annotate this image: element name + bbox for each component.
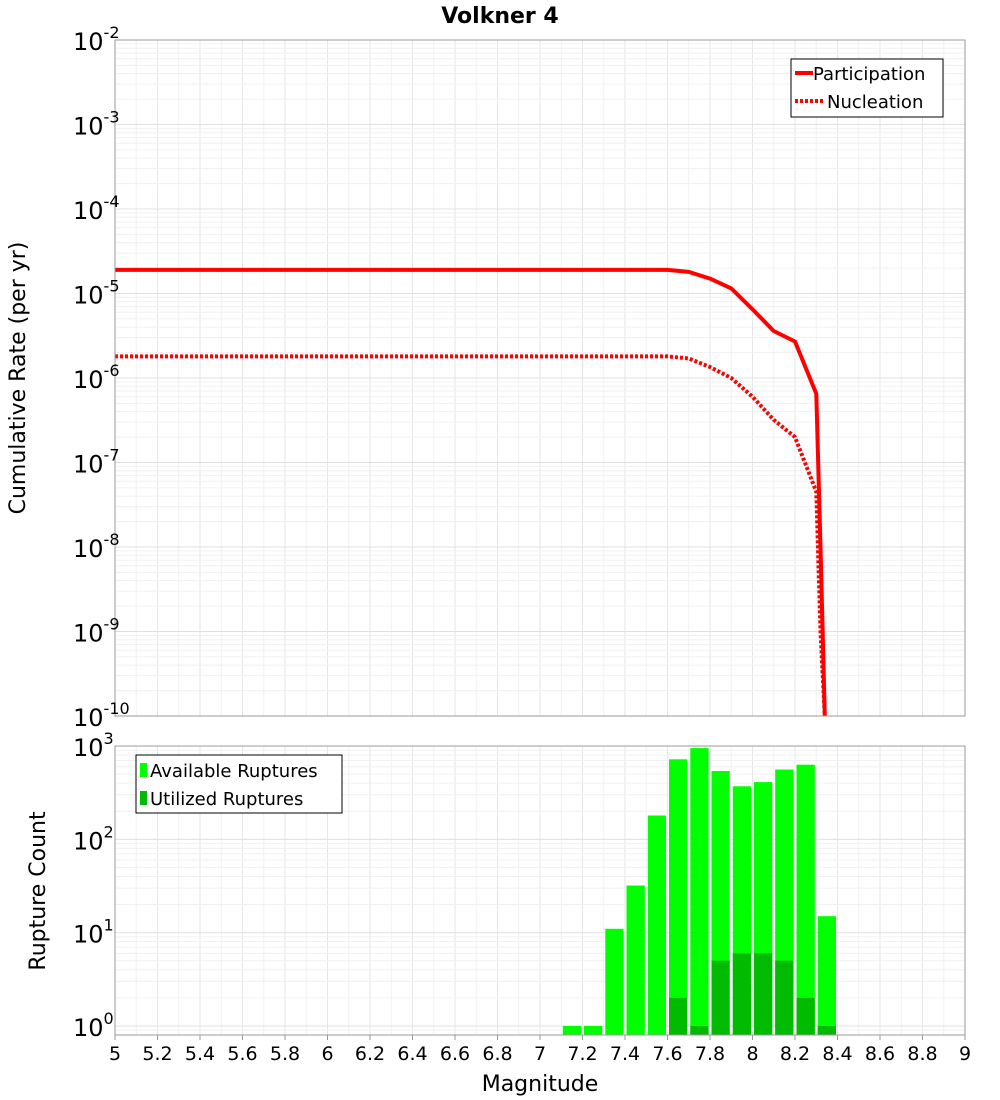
x-tick-label: 6: [321, 1043, 333, 1065]
rate-y-ticks: 10-2 10-3 10-4 10-5 10-6 10-7 10-8 10-9 10-10: [73, 23, 130, 732]
y-tick-label: 10-4: [73, 192, 120, 225]
rate-legend: Participation Nucleation: [790, 58, 944, 118]
x-tick-label: 9: [959, 1043, 971, 1065]
y-tick-label: 10-10: [73, 699, 130, 732]
y-tick-label: 10-9: [73, 615, 120, 648]
available-bar: [626, 885, 645, 1035]
utilized-bar: [796, 997, 815, 1035]
count-panel: 103 102 101 100 5 5.2 5.4 5.6 5.8 6 6.2 6.4 6.6 6.8 7…: [26, 729, 971, 1097]
y-tick-label: 100: [73, 1009, 114, 1042]
utilized-bar: [690, 1026, 709, 1035]
x-tick-label: 8.6: [865, 1043, 895, 1065]
x-tick-label: 8.2: [780, 1043, 810, 1065]
count-legend-box: [135, 754, 343, 814]
rate-panel: 10-2 10-3 10-4 10-5 10-6 10-7 10-8 10-9 10-10 Cu…: [6, 23, 966, 732]
x-tick-label: 6.8: [482, 1043, 512, 1065]
y-tick-label: 10-6: [73, 361, 120, 394]
x-axis-label: Magnitude: [482, 1072, 599, 1097]
y-tick-label: 101: [73, 916, 114, 949]
x-tick-label: 5: [109, 1043, 121, 1065]
legend-label-available: Available Ruptures: [150, 761, 318, 782]
x-tick-label: 5.4: [185, 1043, 215, 1065]
legend-swatch-utilized: [140, 791, 147, 805]
x-tick-label: 7.2: [567, 1043, 597, 1065]
x-ticks: 5 5.2 5.4 5.6 5.8 6 6.2 6.4 6.6 6.8 7 7.2 7.4 7.6 7.8 8…: [109, 1035, 971, 1065]
y-tick-label: 10-2: [73, 23, 120, 56]
utilized-bar: [711, 960, 730, 1035]
available-bar: [647, 815, 666, 1035]
x-tick-label: 7.8: [695, 1043, 725, 1065]
available-bar: [817, 916, 836, 1035]
legend-label-utilized: Utilized Ruptures: [150, 789, 303, 810]
x-tick-label: 8: [746, 1043, 758, 1065]
x-tick-label: 6.4: [397, 1043, 427, 1065]
y-tick-label: 10-3: [73, 108, 120, 141]
utilized-bar: [817, 1026, 836, 1035]
available-bar: [669, 759, 688, 1035]
y-tick-label: 103: [73, 729, 114, 762]
available-bar: [690, 748, 709, 1035]
legend-label-participation: Participation: [813, 64, 925, 85]
x-tick-label: 5.6: [227, 1043, 257, 1065]
count-bars: [562, 748, 836, 1035]
x-tick-label: 7.4: [610, 1043, 640, 1065]
rate-y-axis-label: Cumulative Rate (per yr): [6, 242, 31, 515]
x-tick-label: 5.2: [142, 1043, 172, 1065]
rate-grid: [114, 40, 966, 717]
available-bar: [605, 928, 624, 1035]
x-tick-label: 8.8: [907, 1043, 937, 1065]
rate-legend-box: [790, 58, 944, 118]
utilized-bar: [669, 997, 688, 1035]
available-bar: [796, 764, 815, 1035]
series-line-participation: [115, 267, 827, 717]
x-tick-label: 5.8: [270, 1043, 300, 1065]
legend-swatch-available: [140, 763, 147, 777]
utilized-bar: [775, 960, 794, 1035]
y-tick-label: 10-8: [73, 530, 120, 563]
y-tick-label: 10-7: [73, 446, 120, 479]
chart-title: Volkner 4: [441, 4, 559, 29]
x-tick-label: 8.4: [822, 1043, 852, 1065]
x-tick-label: 6.6: [440, 1043, 470, 1065]
rate-lines: [115, 267, 827, 717]
y-tick-label: 10-5: [73, 277, 120, 310]
x-tick-label: 7.6: [652, 1043, 682, 1065]
x-tick-label: 6.2: [355, 1043, 385, 1065]
utilized-bar: [732, 953, 751, 1035]
utilized-bar: [754, 953, 773, 1035]
available-bar: [584, 1026, 603, 1035]
count-y-ticks: 103 102 101 100: [73, 729, 114, 1042]
available-bar: [562, 1026, 581, 1035]
y-tick-label: 102: [73, 822, 114, 855]
series-line-nucleation: [115, 354, 827, 717]
count-y-axis-label: Rupture Count: [26, 811, 51, 971]
rate-plot-border: [114, 39, 966, 717]
x-tick-label: 7: [534, 1043, 546, 1065]
count-legend: Available Ruptures Utilized Ruptures: [135, 754, 343, 814]
legend-label-nucleation: Nucleation: [827, 92, 923, 113]
